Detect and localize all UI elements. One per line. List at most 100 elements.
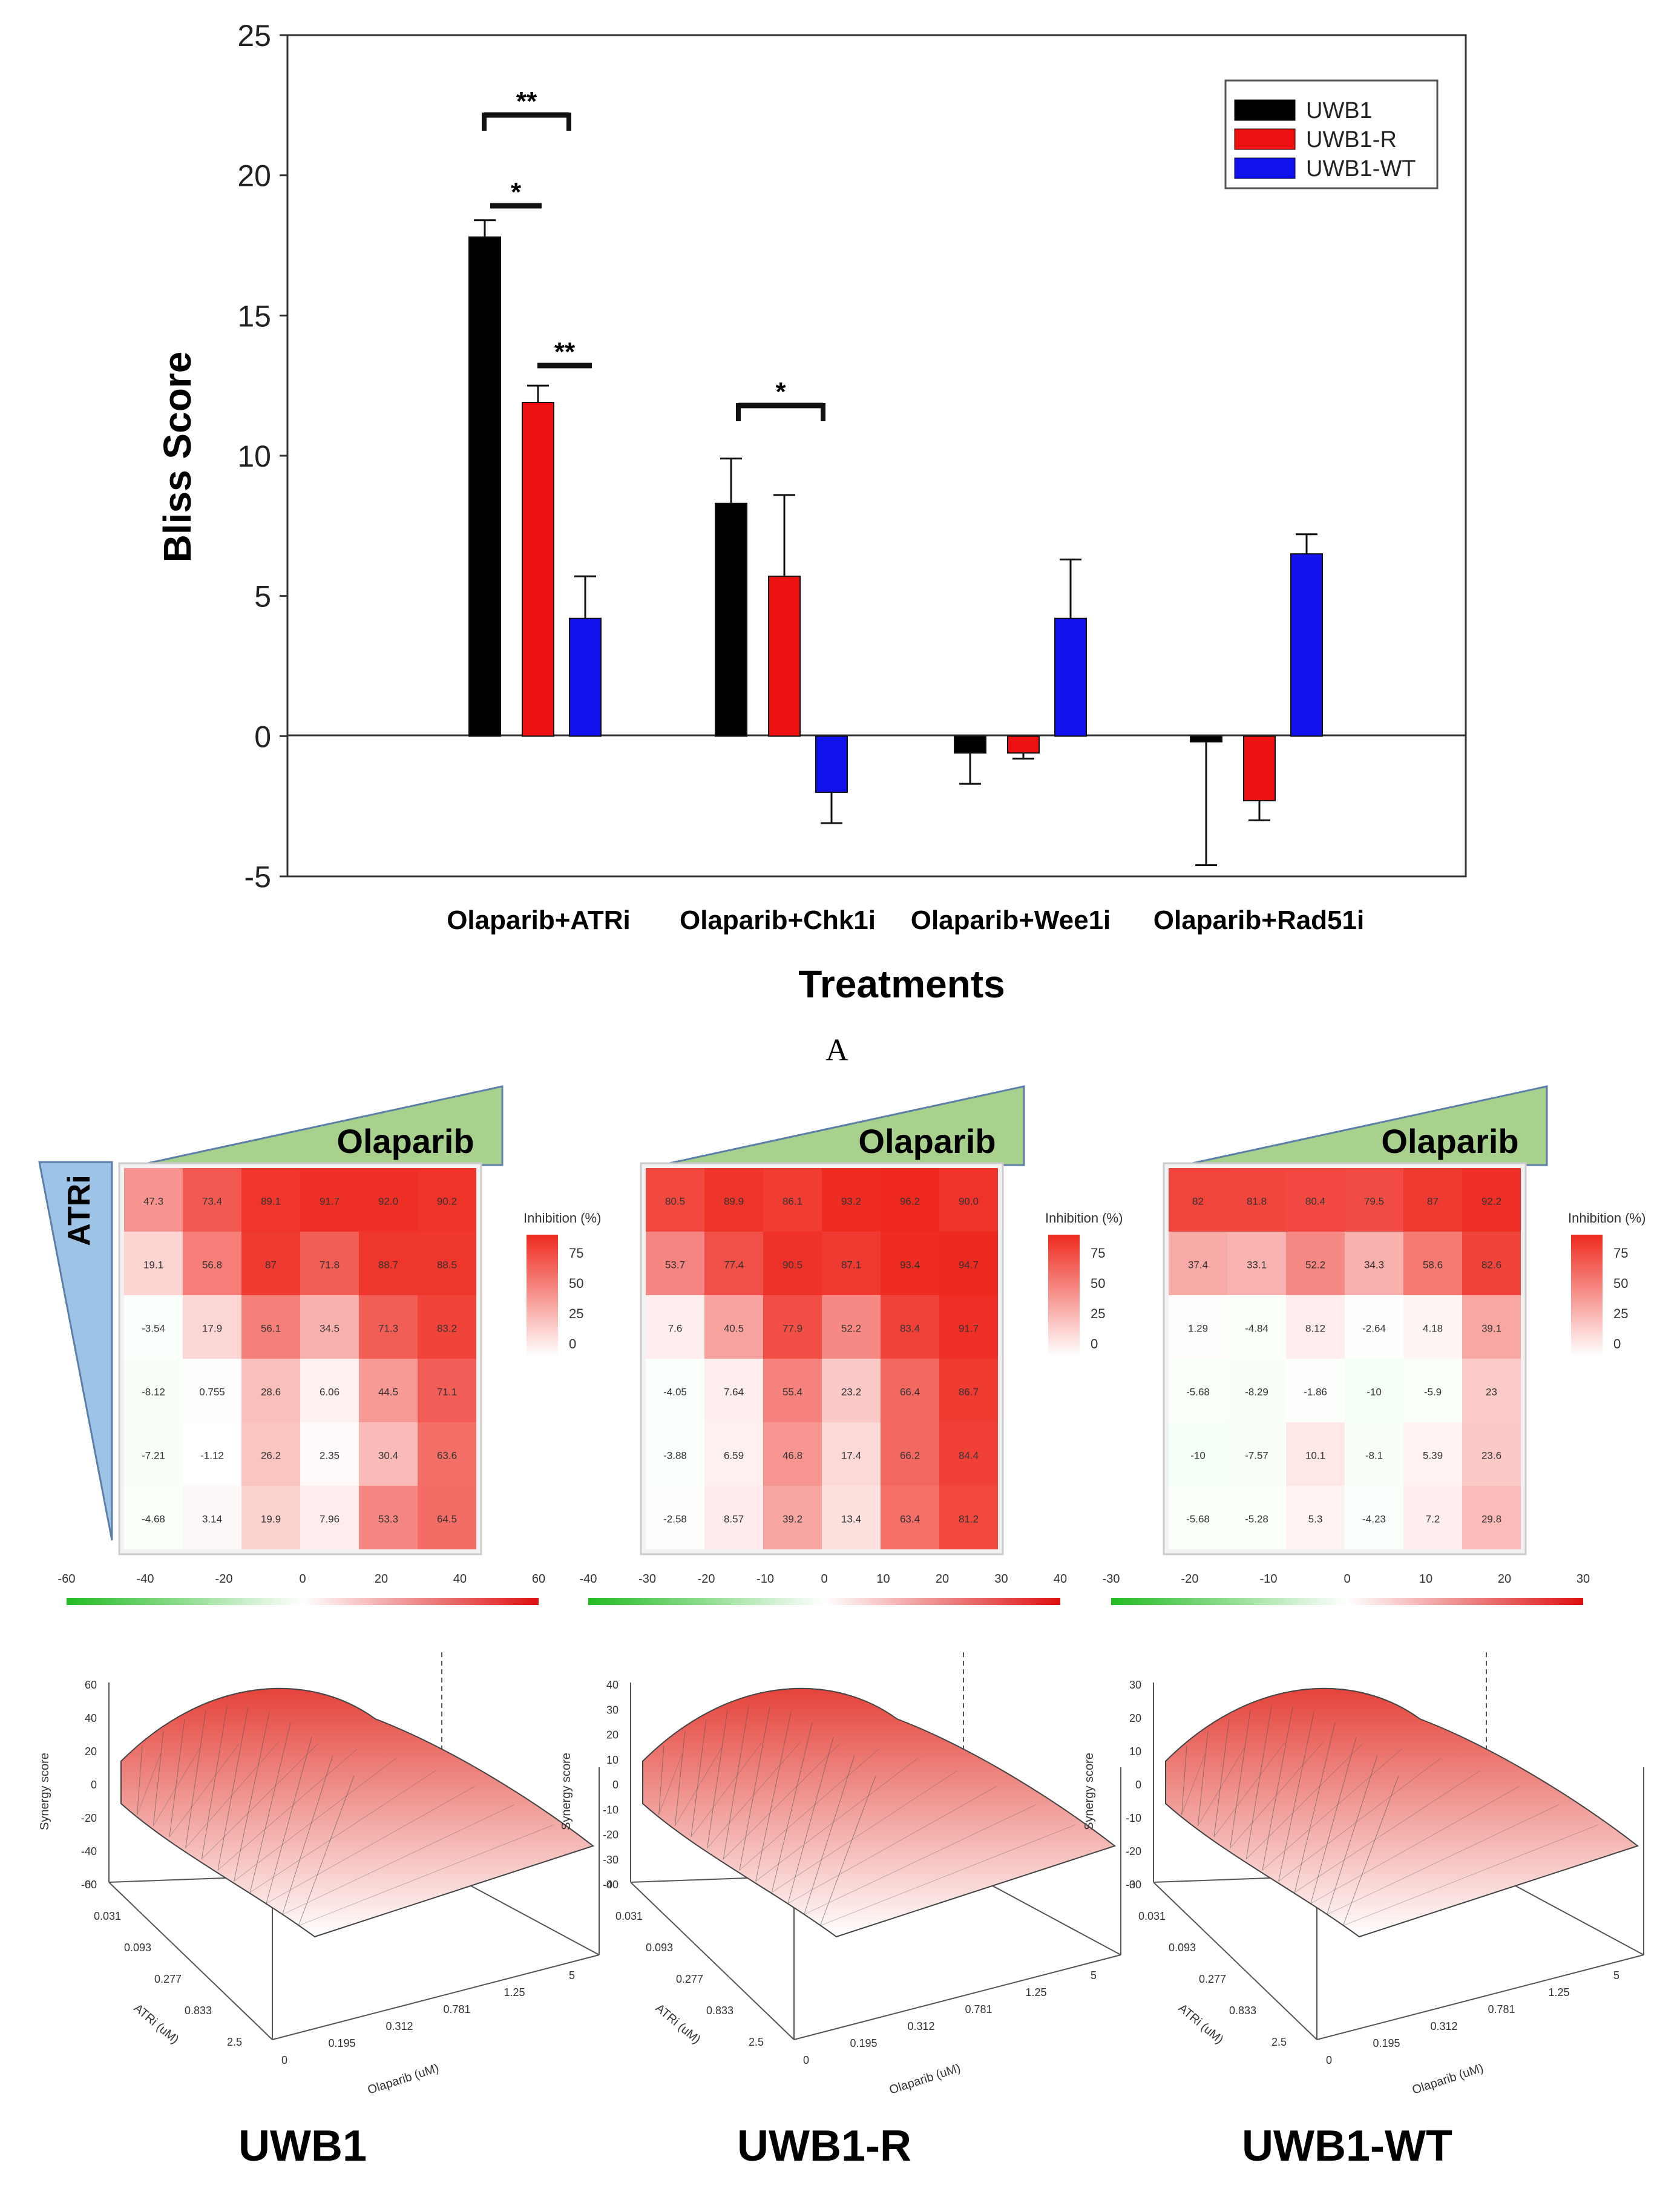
- colorbar-title: Inhibition (%): [1045, 1210, 1123, 1226]
- synergy-scale-tick: -40: [137, 1572, 154, 1586]
- heatmap-cell-value: 90.0: [959, 1196, 979, 1207]
- surface-box-edge: [630, 1882, 795, 2040]
- synergy-scale-tick: 60: [532, 1572, 545, 1586]
- surface-mesh-line: [137, 1745, 143, 1815]
- bar-uwb1-r-3: [1243, 735, 1276, 801]
- heatmap-cell: [822, 1486, 881, 1549]
- heatmap-cell-value: 64.5: [437, 1514, 457, 1525]
- heatmap-cell: [418, 1359, 476, 1422]
- heatmap-cell: [1227, 1486, 1286, 1549]
- heatmap-cell: [183, 1295, 241, 1359]
- heatmap-cell-value: 84.4: [959, 1450, 979, 1462]
- surface-mesh-line: [169, 1719, 185, 1837]
- y-tick-label: 20: [237, 159, 271, 193]
- synergy-scale-tick: 0: [1344, 1572, 1350, 1586]
- heatmap-cell: [241, 1295, 300, 1359]
- legend-swatch-uwb1-r: [1234, 128, 1296, 150]
- heatmap-cell: [939, 1232, 998, 1295]
- synergy-scale-tick: 30: [1577, 1572, 1590, 1586]
- surface-mesh-line: [772, 1770, 958, 1893]
- heatmap-cell-value: -10: [1190, 1450, 1206, 1462]
- surface-mesh-line: [201, 1706, 228, 1859]
- heatmap-cell-value: 5.3: [1308, 1514, 1323, 1525]
- surface-y-label: ATRi (uM): [1176, 2001, 1226, 2046]
- surface-z-tick: 10: [606, 1754, 619, 1766]
- heatmap-cell: [1403, 1232, 1462, 1295]
- heatmap-cell: [646, 1232, 704, 1295]
- heatmap-cell-value: 23: [1486, 1387, 1497, 1398]
- heatmap-cell: [1462, 1422, 1521, 1486]
- surface-mesh-line: [266, 1785, 476, 1904]
- heatmap-cell-value: -3.54: [142, 1323, 165, 1335]
- atri-label: ATRi: [62, 1175, 97, 1246]
- synergy-scale-tick: -20: [698, 1572, 715, 1586]
- heatmap-cell-value: 63.6: [437, 1450, 457, 1462]
- surface-mesh-line: [674, 1730, 686, 1826]
- inhibition-colorbar: [1048, 1235, 1080, 1356]
- bar-uwb1-wt-2: [1054, 617, 1087, 737]
- surface-z-tick: -40: [81, 1845, 97, 1857]
- heatmap-cell-value: 39.2: [783, 1514, 802, 1525]
- surface-mesh-line: [298, 1775, 355, 1926]
- heatmap-cell: [124, 1232, 183, 1295]
- bar-uwb1-r-0: [522, 401, 554, 737]
- heatmap-cell-value: -7.21: [142, 1450, 165, 1462]
- synergy-scale-bar: [588, 1598, 1060, 1605]
- surface-mesh-line: [707, 1710, 728, 1848]
- heatmap-cell: [1286, 1168, 1345, 1232]
- heatmap-cell-value: 56.1: [261, 1323, 281, 1335]
- surface-box-edge: [1316, 1954, 1644, 2040]
- surface-z-tick: 30: [606, 1704, 619, 1716]
- legend-swatch-uwb1-wt: [1234, 157, 1296, 179]
- heatmap-cell-value: 91.7: [320, 1196, 340, 1207]
- heatmap-cell: [124, 1295, 183, 1359]
- olaparib-label: Olaparib: [858, 1122, 996, 1160]
- x-axis-label: Treatments: [798, 962, 1005, 1006]
- x-tick-label: Olaparib+ATRi: [447, 905, 631, 935]
- synergy-surface: [1165, 1687, 1639, 1938]
- heatmap-cell-value: 23.6: [1481, 1450, 1501, 1462]
- heatmap-cell-value: 71.8: [320, 1259, 340, 1271]
- legend: UWB1 UWB1-R UWB1-WT: [1224, 79, 1439, 189]
- surface-mesh-line: [234, 1712, 270, 1882]
- surface-y-tick: 0: [85, 1879, 91, 1891]
- surface-mesh-line: [1197, 1748, 1245, 1826]
- heatmap-cell-value: 77.9: [783, 1323, 802, 1335]
- surface-y-tick: 0.277: [154, 1973, 182, 1985]
- surface-z-tick: 10: [1129, 1745, 1141, 1758]
- heatmap-cell: [359, 1232, 418, 1295]
- synergy-surface: [642, 1687, 1117, 1938]
- heatmap-cell: [881, 1168, 939, 1232]
- heatmap-cell-value: 66.2: [900, 1450, 920, 1462]
- heatmap-cell-value: -2.64: [1362, 1323, 1386, 1335]
- heatmap-cell: [183, 1168, 241, 1232]
- colorbar-tick-label: 25: [1091, 1306, 1105, 1321]
- surface-mesh-line: [1262, 1749, 1402, 1871]
- colorbar-tick-label: 25: [1613, 1306, 1628, 1321]
- legend-swatch-uwb1: [1234, 99, 1296, 121]
- heatmap-cell: [241, 1359, 300, 1422]
- heatmap-cell: [646, 1359, 704, 1422]
- heatmap-cell-value: 33.1: [1247, 1259, 1267, 1271]
- surface-x-tick: 0: [281, 2054, 287, 2066]
- heatmap-cell-value: 90.2: [437, 1196, 457, 1207]
- heatmap-cell-value: -5.68: [1186, 1514, 1210, 1525]
- synergy-scale-tick: -10: [756, 1572, 774, 1586]
- surface-mesh-line: [804, 1755, 855, 1915]
- significance-label: **: [554, 337, 576, 367]
- heatmap-cell: [763, 1422, 822, 1486]
- heatmap-cell-value: 94.7: [959, 1259, 979, 1271]
- heatmap-cell-value: 44.5: [378, 1387, 398, 1398]
- panel-uwb1: Olaparib 47.3 73.4 89.1 91.7 92.0 90.2 19.1 56.8…: [38, 1085, 601, 2170]
- bar-uwb1-r-1: [768, 576, 801, 737]
- heatmap-cell-value: 93.2: [841, 1196, 861, 1207]
- surface-z-tick: 40: [85, 1712, 97, 1724]
- surface-mesh-line: [282, 1804, 515, 1915]
- surface-mesh-line: [787, 1737, 834, 1904]
- heatmap-cell-value: -4.05: [663, 1387, 687, 1398]
- surface-y-tick: 0.833: [185, 2005, 212, 2017]
- heatmap-cell-value: -5.28: [1245, 1514, 1268, 1525]
- y-tick-label: 0: [254, 720, 271, 754]
- heatmap-cell-value: 87: [265, 1259, 277, 1271]
